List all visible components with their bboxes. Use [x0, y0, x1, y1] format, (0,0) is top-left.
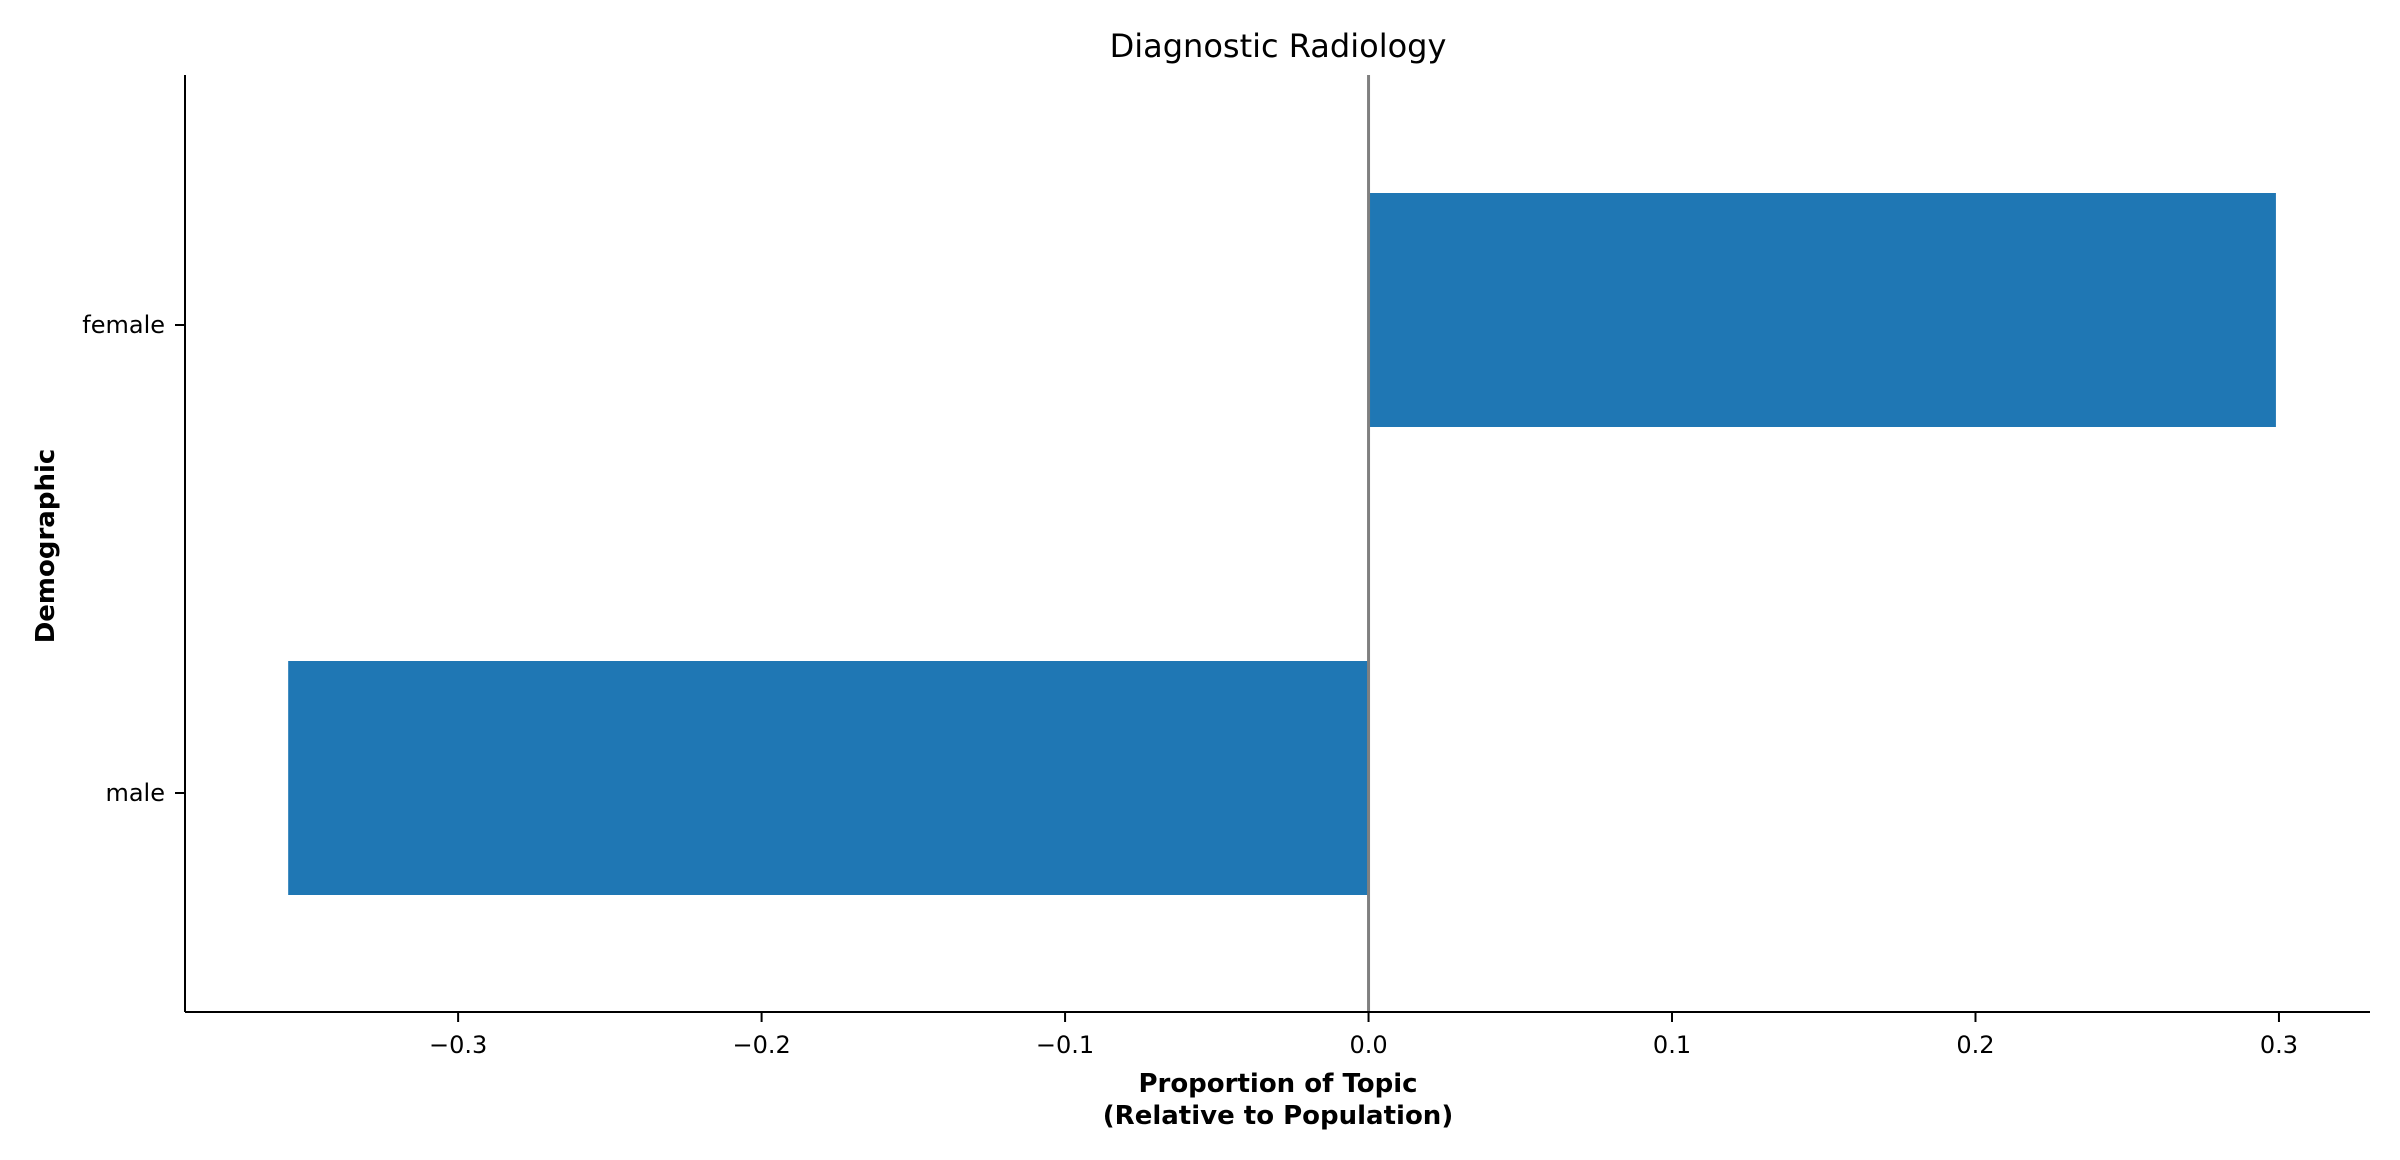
x-axis-ticks: −0.3 −0.2 −0.1 0.0 0.1 0.2 0.3 — [429, 1012, 2298, 1059]
x-axis-title-line2: (Relative to Population) — [1103, 1101, 1453, 1131]
x-tick-label: 0.3 — [2260, 1031, 2298, 1059]
x-tick-label: −0.2 — [732, 1031, 790, 1059]
x-tick-label: −0.3 — [429, 1031, 487, 1059]
y-axis-ticks: female male — [82, 311, 185, 807]
y-tick-label-female: female — [82, 311, 165, 339]
bars-group — [288, 193, 2276, 895]
bar-female — [1368, 193, 2276, 427]
y-axis-title: Demographic — [31, 449, 61, 644]
x-tick-label: 0.0 — [1349, 1031, 1387, 1059]
x-tick-label: 0.1 — [1653, 1031, 1691, 1059]
x-tick-label: −0.1 — [1036, 1031, 1094, 1059]
bar-male — [288, 661, 1369, 895]
x-tick-label: 0.2 — [1956, 1031, 1994, 1059]
x-axis-title-line1: Proportion of Topic — [1138, 1069, 1417, 1099]
chart-title: Diagnostic Radiology — [1110, 27, 1447, 65]
y-tick-label-male: male — [105, 779, 165, 807]
